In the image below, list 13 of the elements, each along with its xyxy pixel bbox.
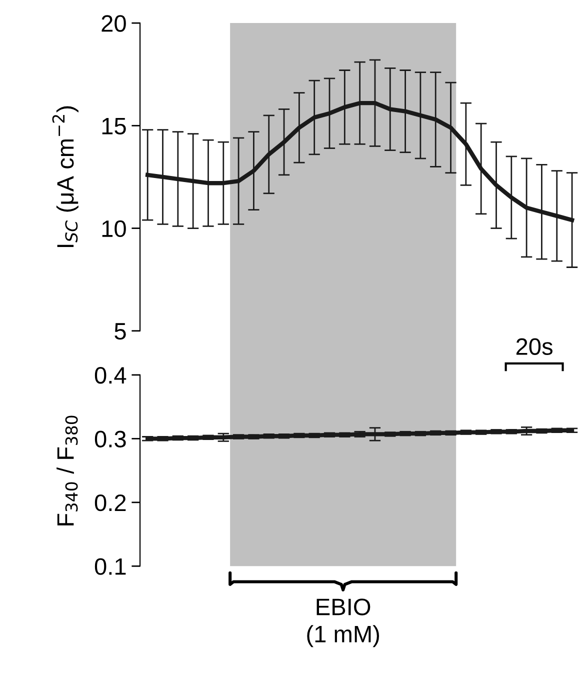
line-series — [146, 428, 574, 441]
text: EBIO (1 mM) — [307, 598, 379, 648]
text: 20s — [516, 338, 552, 355]
y-axis-title: I$_{SC}$ (μA cm$^{−2}$) — [52, 106, 78, 248]
y-tick-label: 15 — [102, 118, 126, 134]
y-axis-title: F$_{340}$ / F$_{380}$ — [56, 416, 78, 526]
y-tick-label: 10 — [102, 220, 126, 238]
y-tick-label: 0.1 — [94, 558, 126, 575]
y-tick-label: 0.2 — [94, 494, 126, 512]
y-tick-label: 20 — [102, 15, 126, 32]
y-tick-label: 5 — [114, 323, 126, 340]
y-tick-label: 0.3 — [94, 430, 126, 448]
y-tick-label: 0.4 — [94, 367, 126, 384]
